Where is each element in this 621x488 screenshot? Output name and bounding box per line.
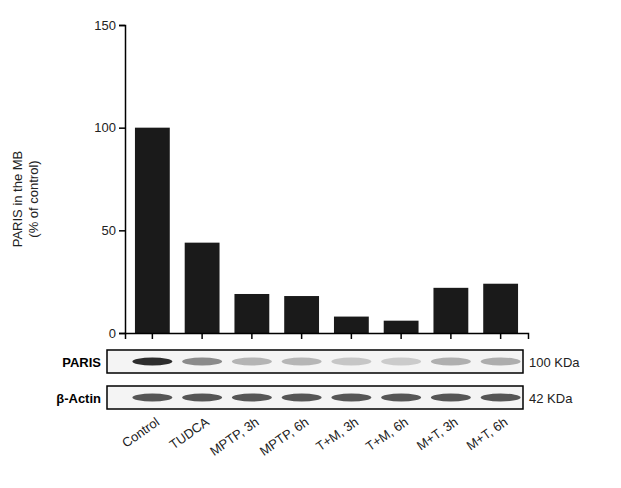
x-tick	[251, 333, 252, 339]
x-tick	[202, 333, 203, 339]
y-tick-label: 100	[94, 120, 116, 135]
x-tick-mark	[351, 333, 353, 339]
y-tick-label: 0	[109, 326, 116, 341]
blot-band	[381, 358, 421, 366]
blot-size: 42 KDa	[529, 391, 573, 406]
blot-frame	[107, 386, 523, 409]
blot-size: 100 KDa	[529, 355, 580, 370]
x-axis-line	[126, 334, 529, 340]
blot-band	[232, 358, 272, 366]
blot-band	[431, 358, 471, 366]
bar	[433, 288, 468, 333]
x-tick-mark	[500, 333, 502, 339]
x-tick	[351, 333, 352, 339]
bar	[185, 243, 220, 333]
y-axis: 0 50 100 150	[94, 18, 125, 341]
y-axis-title: PARIS in the MB(% of control)	[10, 151, 41, 248]
blot-band	[182, 394, 222, 402]
x-tick	[450, 333, 451, 339]
y-tick-mark	[119, 230, 125, 232]
y-tick: 50	[102, 223, 125, 238]
bar	[483, 284, 518, 333]
x-tick-label: Control	[119, 414, 162, 450]
x-tick-mark	[400, 333, 402, 339]
x-tick-mark	[201, 333, 203, 339]
y-tick-label: 50	[102, 223, 116, 238]
blot-band	[431, 394, 471, 402]
x-tick-label: T+M, 6h	[363, 414, 411, 454]
blot-label: PARIS	[62, 355, 101, 370]
y-axis-line	[119, 26, 126, 334]
x-tick-label: T+M, 3h	[313, 414, 361, 454]
y-tick-mark	[119, 25, 125, 27]
x-tick-mark	[251, 333, 253, 339]
y-axis-title-line: PARIS in the MB	[10, 151, 25, 248]
bar	[234, 294, 269, 333]
x-tick-label: MPTP, 6h	[257, 414, 312, 458]
blot-band	[331, 358, 371, 366]
chart: 050100150PARIS in the MB(% of control)PA…	[0, 0, 621, 488]
bar	[135, 128, 170, 333]
y-tick-mark	[119, 127, 125, 129]
blot-band	[282, 358, 322, 366]
blot-band	[481, 394, 521, 402]
y-tick: 150	[94, 18, 125, 33]
x-tick-mark	[152, 333, 154, 339]
blot-band	[282, 394, 322, 402]
blot-frame	[107, 350, 523, 373]
blot-band	[331, 394, 371, 402]
bars	[135, 128, 518, 333]
blot-band	[481, 358, 521, 366]
x-tick	[401, 333, 402, 339]
bar	[334, 317, 369, 333]
x-tick-mark	[450, 333, 452, 339]
y-tick-mark	[119, 333, 125, 335]
blot-band	[182, 358, 222, 366]
x-tick-label: M+T, 6h	[464, 414, 511, 453]
x-tick	[152, 333, 153, 339]
x-tick-label: M+T, 3h	[414, 414, 461, 453]
y-tick-label: 150	[94, 18, 116, 33]
y-tick: 0	[109, 326, 125, 341]
y-tick: 100	[94, 120, 125, 135]
x-tick	[500, 333, 501, 339]
bar	[384, 321, 419, 333]
blot-band	[381, 394, 421, 402]
blot-band	[232, 394, 272, 402]
x-tick-label: MPTP, 3h	[207, 414, 262, 458]
x-tick-label: TUDCA	[167, 414, 213, 452]
bar	[284, 296, 319, 333]
blot-band	[132, 394, 172, 402]
x-tick	[301, 333, 302, 339]
blot-bands	[132, 358, 520, 366]
y-axis-title-line: (% of control)	[26, 160, 41, 237]
blot-band	[132, 358, 172, 366]
x-tick-mark	[301, 333, 303, 339]
x-axis	[126, 333, 529, 339]
blot-bands	[132, 394, 520, 402]
blot-label: β-Actin	[56, 391, 101, 406]
